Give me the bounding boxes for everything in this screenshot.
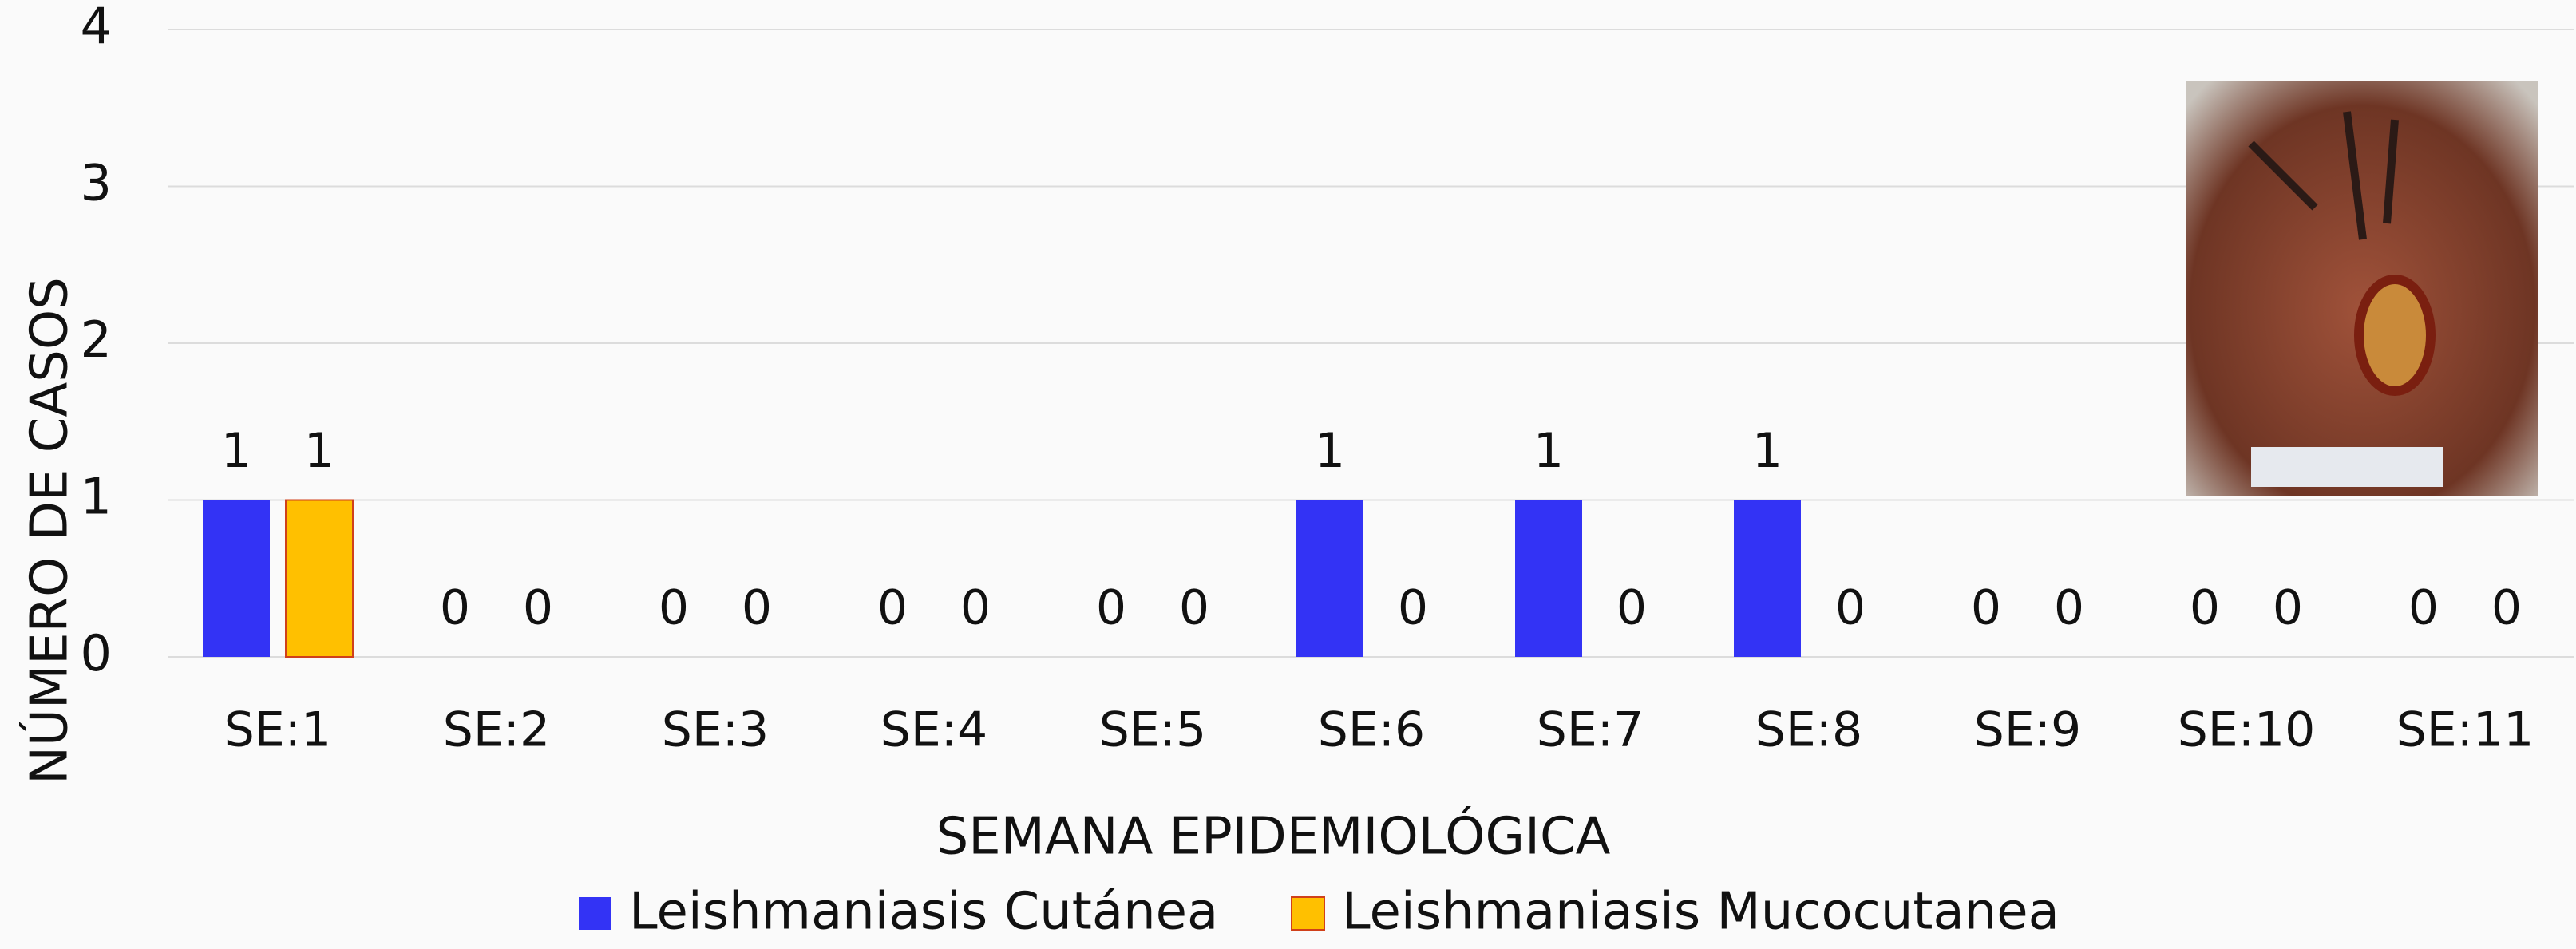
legend-swatch	[579, 897, 611, 930]
y-tick-label: 1	[81, 468, 112, 526]
y-tick-label: 0	[81, 624, 112, 682]
data-label: 0	[659, 580, 689, 636]
data-label: 0	[960, 580, 991, 636]
x-tick-label: SE:9	[1974, 702, 2081, 758]
bar	[1296, 500, 1363, 658]
data-label: 0	[1398, 580, 1428, 636]
y-axis-title: NÚMERO DE CASOS	[19, 277, 80, 785]
y-tick-label: 3	[81, 154, 112, 212]
data-label: 0	[1179, 580, 1209, 636]
legend-label: Leishmaniasis Mucocutanea	[1342, 883, 2060, 942]
x-tick-label: SE:1	[224, 702, 331, 758]
bar	[286, 500, 353, 658]
data-label: 0	[742, 580, 772, 636]
data-label: 0	[2273, 580, 2303, 636]
data-label: 0	[2408, 580, 2439, 636]
data-label: 0	[1096, 580, 1126, 636]
chart: 01234SE:111SE:200SE:300SE:400SE:500SE:61…	[0, 0, 2576, 949]
x-tick-label: SE:11	[2396, 702, 2534, 758]
legend-label: Leishmaniasis Cutánea	[629, 883, 1218, 942]
data-label: 1	[304, 423, 334, 479]
page: {"chart_data": {"type": "bar", "x_label"…	[0, 0, 2576, 949]
data-label: 0	[523, 580, 553, 636]
x-axis-title: SEMANA EPIDEMIOLÓGICA	[936, 806, 1611, 867]
data-label: 1	[1533, 423, 1564, 479]
data-label: 0	[1835, 580, 1866, 636]
x-tick-label: SE:4	[880, 702, 987, 758]
x-tick-label: SE:5	[1099, 702, 1206, 758]
data-label: 0	[1616, 580, 1647, 636]
legend-swatch	[1292, 897, 1324, 930]
bar	[1734, 500, 1801, 658]
x-tick-label: SE:3	[662, 702, 769, 758]
x-tick-label: SE:6	[1318, 702, 1425, 758]
data-label: 0	[2190, 580, 2220, 636]
bar	[203, 500, 270, 658]
data-label: 0	[2491, 580, 2522, 636]
data-label: 0	[877, 580, 908, 636]
data-label: 1	[221, 423, 251, 479]
photo	[2186, 81, 2538, 496]
x-tick-label: SE:2	[443, 702, 550, 758]
data-label: 1	[1752, 423, 1783, 479]
y-tick-label: 2	[81, 310, 112, 369]
x-tick-label: SE:8	[1755, 702, 1862, 758]
y-tick-label: 4	[81, 0, 112, 55]
data-label: 0	[1971, 580, 2001, 636]
x-tick-label: SE:7	[1537, 702, 1644, 758]
data-label: 0	[2054, 580, 2084, 636]
data-label: 1	[1315, 423, 1345, 479]
bar	[1515, 500, 1582, 658]
data-label: 0	[440, 580, 470, 636]
x-tick-label: SE:10	[2178, 702, 2316, 758]
